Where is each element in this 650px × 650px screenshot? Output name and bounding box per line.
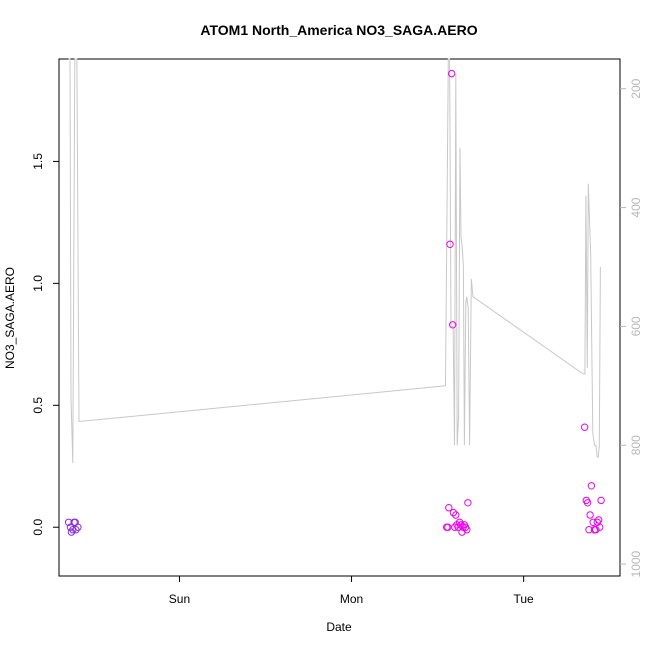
y-tick-label: 0.0: [31, 519, 45, 536]
data-point: [597, 496, 605, 505]
pressure-line: [68, 58, 601, 464]
data-point: [449, 321, 457, 329]
x-axis: Sun Mon Tue: [169, 576, 534, 606]
data-point: [72, 526, 80, 534]
data-point: [444, 523, 452, 531]
data-point: [587, 482, 596, 490]
y2-tick-label: 800: [629, 435, 643, 455]
y2-axis: 200 400 600 800 1000: [620, 78, 643, 577]
data-point: [586, 511, 594, 519]
data-point: [448, 69, 456, 78]
data-point: [464, 499, 472, 507]
data-point: [451, 523, 459, 531]
points-layer: [64, 69, 605, 536]
y2-tick-label: 1000: [629, 550, 643, 577]
data-point: [592, 526, 600, 534]
y-axis-label: NO3_SAGA.AERO: [3, 267, 17, 369]
data-point: [583, 499, 592, 507]
data-point: [585, 526, 593, 534]
x-tick-label: Sun: [169, 592, 190, 606]
x-axis-label: Date: [326, 620, 352, 634]
x-tick-label: Mon: [340, 592, 363, 606]
y2-tick-label: 600: [629, 316, 643, 336]
data-point: [445, 504, 453, 512]
data-point: [581, 423, 589, 431]
y-tick-label: 1.0: [31, 275, 45, 292]
data-point: [74, 523, 82, 531]
data-point: [457, 521, 465, 529]
data-point: [452, 511, 460, 519]
x-tick-label: Tue: [514, 592, 535, 606]
chart-title: ATOM1 North_America NO3_SAGA.AERO: [200, 22, 477, 38]
data-point: [446, 240, 454, 249]
plot-frame: [58, 58, 621, 577]
y2-tick-label: 200: [629, 78, 643, 98]
y2-tick-label: 400: [629, 197, 643, 217]
y-tick-label: 0.5: [31, 397, 45, 414]
data-point: [595, 516, 603, 524]
y-axis: 0.0 0.5 1.0 1.5: [31, 153, 59, 536]
data-point: [596, 523, 604, 531]
data-point: [449, 508, 458, 517]
data-point: [463, 526, 471, 534]
y-tick-label: 1.5: [31, 153, 45, 170]
pressure-line-layer: [68, 58, 601, 464]
